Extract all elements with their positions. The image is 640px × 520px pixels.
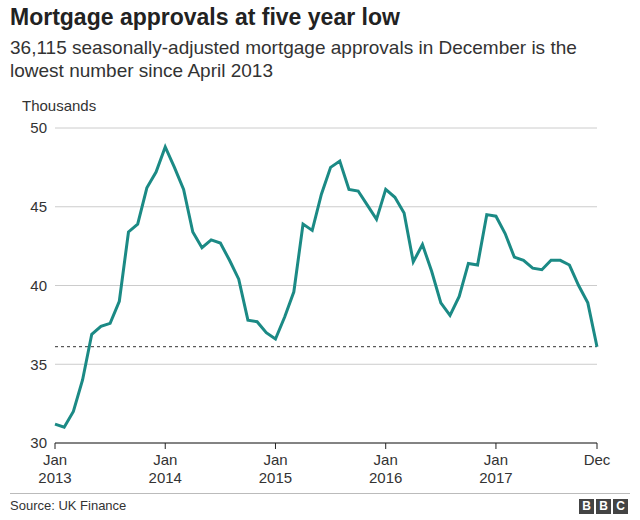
html-text:B: B (599, 499, 608, 513)
html-text:C: C (616, 499, 625, 513)
html-text:B: B (582, 499, 591, 513)
svg-text:Jan2013: Jan2013 (38, 451, 71, 486)
html-text:Mortgage approvals at five yea: Mortgage approvals at five year low (10, 4, 400, 30)
svg-text:35: 35 (30, 356, 47, 373)
html-text:36,115 seasonally-adjusted mor: 36,115 seasonally-adjusted mortgage appr… (10, 37, 577, 81)
svg-text:Dec: Dec (584, 451, 611, 468)
svg-text:Jan2014: Jan2014 (149, 451, 182, 486)
svg-text:30: 30 (30, 434, 47, 451)
svg-text:Jan2016: Jan2016 (369, 451, 402, 486)
svg-text:Jan2015: Jan2015 (259, 451, 292, 486)
html-text:Thousands: Thousands (22, 97, 97, 114)
svg-text:45: 45 (30, 198, 47, 215)
svg-text:40: 40 (30, 277, 47, 294)
html-text:Source: UK Finance: Source: UK Finance (10, 498, 127, 513)
svg-text:Jan2017: Jan2017 (479, 451, 512, 486)
svg-text:50: 50 (30, 119, 47, 136)
